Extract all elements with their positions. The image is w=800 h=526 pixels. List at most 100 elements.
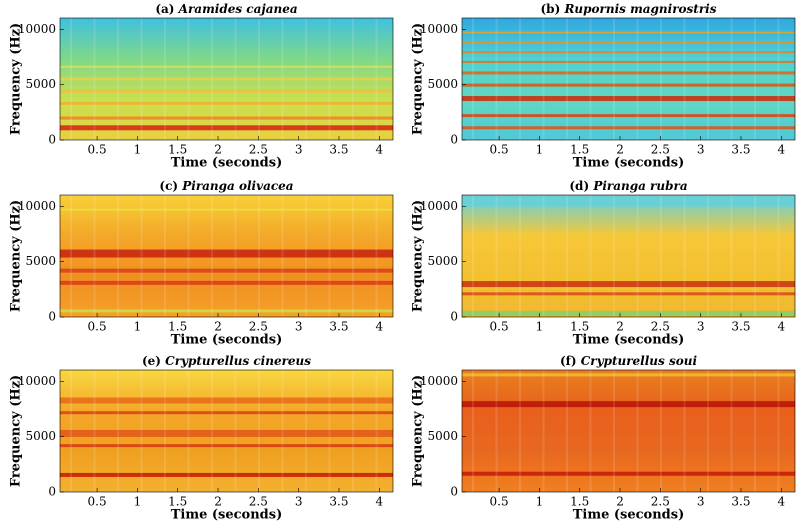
spectral-band: [60, 89, 393, 93]
time-stripe: [140, 195, 143, 317]
time-stripe: [211, 18, 213, 140]
x-tick-label: 3.5: [329, 495, 348, 509]
time-stripe: [472, 195, 474, 317]
time-stripe: [472, 370, 474, 492]
x-axis-label: Time (seconds): [171, 156, 283, 171]
plot-frame: [461, 369, 796, 493]
spectral-band: [462, 96, 795, 102]
time-stripe: [660, 370, 662, 492]
time-stripe: [258, 18, 260, 140]
x-axis-label: Time (seconds): [171, 333, 283, 348]
time-stripe: [542, 195, 545, 317]
x-tick-label: 3.5: [329, 320, 348, 334]
x-tick-label: 2: [214, 495, 222, 509]
time-stripe: [777, 195, 780, 317]
x-tick-label: 1: [536, 320, 544, 334]
x-tick-label: 2.5: [249, 143, 268, 157]
time-stripe: [613, 370, 615, 492]
x-tick-label: 4: [777, 495, 785, 509]
time-stripe: [70, 18, 72, 140]
x-tick-label: 0.5: [88, 143, 107, 157]
spectral-band: [462, 373, 795, 377]
time-stripe: [730, 370, 733, 492]
time-stripe: [328, 370, 331, 492]
time-stripe: [519, 370, 521, 492]
spectral-band: [60, 411, 393, 415]
x-tick-label: 0.5: [88, 320, 107, 334]
time-stripe: [305, 370, 307, 492]
spectral-band: [60, 472, 393, 477]
x-tick-label: 2: [214, 320, 222, 334]
spectral-band: [462, 71, 795, 75]
y-tick-label: 5000: [25, 254, 56, 268]
time-stripe: [495, 18, 498, 140]
y-axis-label: Frequency (Hz): [9, 23, 24, 135]
spectral-band: [462, 114, 795, 118]
spectral-band: [462, 41, 795, 44]
species-name: Aramides cajanea: [178, 2, 298, 16]
time-stripe: [258, 370, 260, 492]
time-stripe: [730, 18, 733, 140]
spectral-band: [60, 309, 393, 313]
time-stripe: [683, 195, 686, 317]
time-stripe: [777, 18, 780, 140]
y-tick-label: 10000: [18, 374, 56, 388]
time-stripe: [375, 18, 378, 140]
time-stripe: [93, 370, 96, 492]
time-stripe: [566, 18, 568, 140]
x-axis-label: Time (seconds): [573, 156, 685, 171]
time-stripe: [375, 195, 378, 317]
y-tick-label: 10000: [420, 374, 458, 388]
time-stripe: [117, 18, 119, 140]
x-tick-label: 3.5: [329, 143, 348, 157]
time-stripe: [777, 370, 780, 492]
y-tick-label: 5000: [427, 429, 458, 443]
time-stripe: [93, 195, 96, 317]
spectral-band: [60, 65, 393, 68]
y-tick-label: 10000: [420, 199, 458, 213]
time-stripe: [730, 195, 733, 317]
spectral-band: [60, 208, 393, 211]
y-tick-label: 5000: [25, 429, 56, 443]
time-stripe: [707, 370, 709, 492]
time-stripe: [164, 370, 166, 492]
x-tick-label: 0.5: [490, 495, 509, 509]
time-stripe: [234, 195, 237, 317]
spectral-band: [60, 397, 393, 404]
chart-title: (e) Crypturellus cinereus: [142, 354, 311, 368]
y-tick-label: 0: [48, 485, 56, 499]
time-stripe: [495, 195, 498, 317]
time-stripe: [707, 195, 709, 317]
x-tick-label: 2: [616, 143, 624, 157]
spectral-band: [462, 200, 795, 207]
x-tick-label: 1.5: [168, 143, 187, 157]
x-tick-label: 3: [295, 320, 303, 334]
time-stripe: [375, 370, 378, 492]
time-stripe: [281, 195, 284, 317]
time-stripe: [542, 370, 545, 492]
plot-frame: [59, 369, 394, 493]
chart-title: (d) Piranga rubra: [569, 179, 687, 193]
plot-frame: [461, 194, 796, 318]
x-axis-label: Time (seconds): [573, 508, 685, 523]
x-tick-label: 1.5: [168, 495, 187, 509]
y-tick-label: 0: [450, 133, 458, 147]
x-tick-label: 1.5: [570, 143, 589, 157]
panel: 0.5 1 1.5 2 2.5 3 3.5 4 0 5000 10000 Time (seconds)…: [411, 179, 796, 348]
time-stripe: [566, 195, 568, 317]
time-stripe: [70, 195, 72, 317]
time-stripe: [93, 18, 96, 140]
plot-frame: [59, 194, 394, 318]
time-stripe: [328, 195, 331, 317]
spectral-band: [462, 126, 795, 130]
time-stripe: [613, 195, 615, 317]
time-stripe: [589, 18, 592, 140]
spectral-band: [462, 51, 795, 54]
x-tick-label: 3.5: [731, 495, 750, 509]
x-tick-label: 2.5: [651, 143, 670, 157]
x-tick-label: 4: [375, 143, 383, 157]
x-tick-label: 2: [616, 495, 624, 509]
spectral-band: [462, 401, 795, 408]
x-tick-label: 3: [697, 495, 705, 509]
